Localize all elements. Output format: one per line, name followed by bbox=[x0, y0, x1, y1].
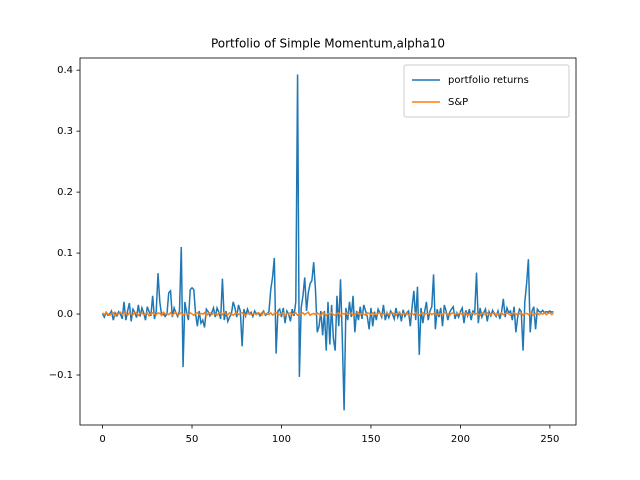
y-tick-label: 0.4 bbox=[57, 65, 73, 76]
x-tick-label: 100 bbox=[272, 434, 291, 445]
series-line bbox=[101, 74, 554, 411]
x-tick-label: 50 bbox=[186, 434, 199, 445]
x-tick-label: 200 bbox=[451, 434, 470, 445]
x-tick-label: 0 bbox=[99, 434, 105, 445]
x-tick-label: 150 bbox=[361, 434, 380, 445]
chart-title: Portfolio of Simple Momentum,alpha10 bbox=[211, 37, 445, 51]
legend-label: S&P bbox=[448, 97, 468, 108]
y-tick-label: 0.3 bbox=[57, 126, 73, 137]
x-tick-label: 250 bbox=[540, 434, 559, 445]
y-tick-label: −0.1 bbox=[49, 370, 73, 381]
y-tick-label: 0.2 bbox=[57, 187, 73, 198]
legend-box bbox=[403, 64, 570, 118]
legend-label: portfolio returns bbox=[448, 75, 529, 86]
plot-frame bbox=[79, 57, 577, 426]
y-tick-label: 0.1 bbox=[57, 248, 73, 259]
series-line bbox=[102, 310, 554, 318]
y-tick-label: 0.0 bbox=[57, 309, 73, 320]
